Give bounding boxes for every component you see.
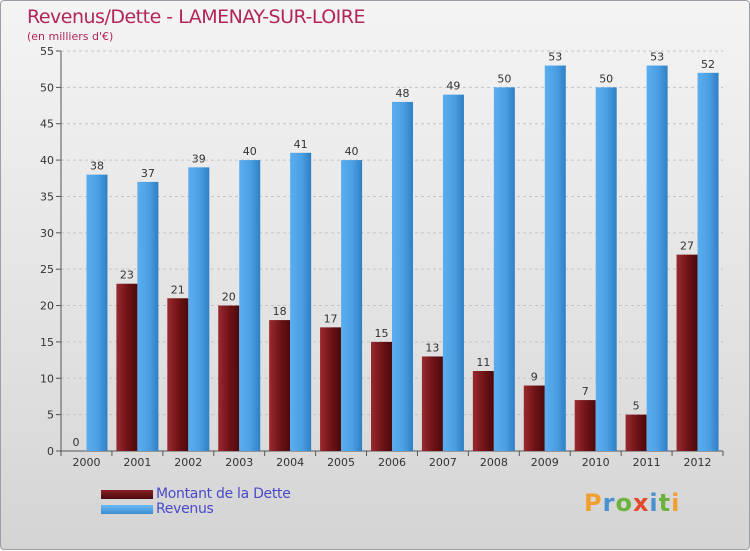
x-tick-label: 2001 — [123, 456, 151, 469]
data-label-dette: 18 — [273, 305, 287, 318]
chart-subtitle: (en milliers d'€) — [27, 30, 114, 43]
y-tick-label: 50 — [40, 81, 54, 94]
data-label-revenus: 38 — [90, 160, 104, 173]
data-label-dette: 0 — [72, 436, 79, 449]
data-label-dette: 21 — [171, 283, 185, 296]
y-tick-label: 45 — [40, 118, 54, 131]
data-label-dette: 11 — [476, 356, 490, 369]
legend-label-revenus: Revenus — [156, 501, 214, 517]
logo-letter: t — [658, 489, 672, 517]
bar-revenus — [86, 174, 108, 452]
data-label-dette: 13 — [425, 341, 439, 354]
bar-revenus — [646, 65, 668, 451]
data-label-dette: 15 — [375, 327, 389, 340]
x-tick-label: 2002 — [174, 456, 202, 469]
data-label-dette: 5 — [633, 400, 640, 413]
bar-revenus — [442, 94, 464, 452]
bar-dette — [421, 356, 443, 451]
y-tick-label: 10 — [40, 372, 54, 385]
bar-dette — [523, 385, 545, 451]
data-label-dette: 9 — [531, 371, 538, 384]
data-label-revenus: 53 — [650, 51, 664, 64]
bar-revenus — [239, 160, 261, 451]
data-label-revenus: 52 — [701, 58, 715, 71]
data-label-revenus: 48 — [396, 87, 410, 100]
data-label-revenus: 49 — [446, 80, 460, 93]
logo-letter: i — [649, 489, 659, 517]
bar-dette — [676, 254, 698, 451]
data-label-revenus: 50 — [599, 72, 613, 85]
y-tick-label: 40 — [40, 154, 54, 167]
logo-letter: r — [602, 489, 616, 517]
data-label-revenus: 39 — [192, 152, 206, 165]
bar-dette — [371, 341, 392, 451]
data-label-revenus: 37 — [141, 167, 155, 180]
x-tick-label: 2007 — [429, 456, 457, 469]
bar-dette — [116, 283, 138, 451]
x-tick-label: 2011 — [633, 456, 661, 469]
data-label-revenus: 50 — [497, 72, 511, 85]
legend-label-dette: Montant de la Dette — [156, 486, 291, 502]
x-tick-label: 2009 — [531, 456, 559, 469]
x-tick-label: 2006 — [378, 456, 406, 469]
x-tick-label: 2008 — [480, 456, 508, 469]
data-label-dette: 17 — [324, 312, 338, 325]
y-tick-label: 55 — [40, 45, 54, 58]
logo-letter: x — [632, 489, 650, 517]
logo-letter: P — [584, 489, 603, 517]
data-label-revenus: 41 — [294, 138, 308, 151]
bar-revenus — [544, 65, 566, 451]
x-tick-label: 2012 — [684, 456, 712, 469]
legend-swatch-dette — [101, 490, 153, 499]
y-tick-label: 30 — [40, 227, 54, 240]
bar-dette — [625, 414, 647, 451]
bar-revenus — [493, 87, 515, 451]
bar-revenus — [188, 167, 210, 451]
chart-title: Revenus/Dette - LAMENAY-SUR-LOIRE — [27, 6, 366, 28]
bar-dette — [218, 305, 240, 451]
data-label-revenus: 53 — [548, 51, 562, 64]
logo-letter: i — [671, 489, 681, 517]
bar-revenus — [341, 160, 363, 451]
y-tick-label: 5 — [47, 409, 54, 422]
bar-dette — [269, 320, 291, 451]
x-tick-label: 2005 — [327, 456, 355, 469]
logo-letter: o — [615, 489, 633, 517]
bar-dette — [472, 371, 494, 451]
x-tick-label: 2010 — [582, 456, 610, 469]
bar-revenus — [290, 152, 312, 451]
data-labels: 0 38 23 37 21 39 20 40 18 41 17 40 15 48 13 49 11 50 9 53 7 5… — [72, 51, 715, 449]
data-label-revenus: 40 — [345, 145, 359, 158]
bar-revenus — [137, 181, 159, 451]
y-tick-label: 25 — [40, 263, 54, 276]
x-tick-label: 2003 — [225, 456, 253, 469]
bars — [86, 65, 719, 452]
data-label-dette: 20 — [222, 291, 236, 304]
bar-revenus — [697, 72, 719, 452]
y-tick-label: 20 — [40, 300, 54, 313]
y-tick-label: 15 — [40, 336, 54, 349]
bar-dette — [574, 400, 596, 451]
bar-dette — [320, 327, 342, 451]
data-label-dette: 7 — [582, 385, 589, 398]
y-tick-label: 35 — [40, 190, 54, 203]
x-tick-label: 2004 — [276, 456, 304, 469]
bar-revenus — [595, 87, 617, 451]
data-label-dette: 23 — [120, 269, 134, 282]
proxiti-logo: Proxiti — [584, 489, 680, 517]
bar-revenus — [392, 101, 413, 451]
legend-swatch-revenus — [101, 505, 153, 514]
bar-dette — [167, 298, 189, 451]
x-tick-label: 2000 — [72, 456, 100, 469]
y-tick-label: 0 — [47, 445, 54, 458]
data-label-revenus: 40 — [243, 145, 257, 158]
data-label-dette: 27 — [680, 240, 694, 253]
